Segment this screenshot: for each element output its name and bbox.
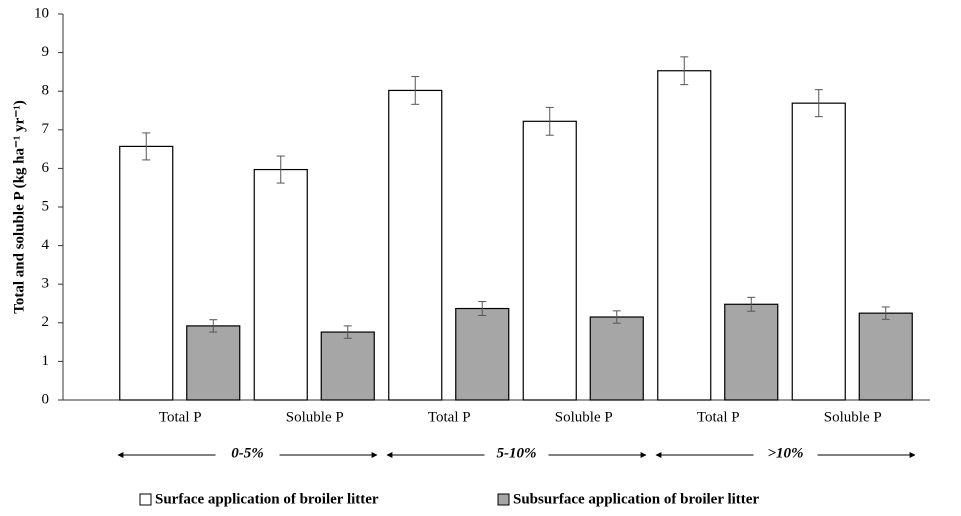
bar: [522, 120, 577, 401]
bar: [724, 303, 779, 401]
x-tick-label: Soluble P: [286, 409, 344, 425]
legend-swatch: [497, 493, 510, 506]
y-tick-label: 4: [42, 237, 50, 253]
error-bar: [343, 325, 352, 339]
y-axis-label: Total and soluble P (kg ha⁻¹ yr⁻¹): [11, 100, 27, 314]
bar: [253, 168, 308, 401]
y-tick-label: 2: [42, 314, 50, 330]
y-tick-label: 1: [42, 353, 50, 369]
error-bar: [209, 319, 218, 333]
y-tick-label: 3: [42, 276, 50, 292]
bar: [791, 102, 846, 401]
y-tick-label: 8: [42, 83, 50, 99]
x-tick-label: Total P: [697, 409, 740, 425]
x-tick-label: Total P: [159, 409, 202, 425]
group-label: >10%: [767, 445, 803, 461]
bar: [320, 331, 375, 401]
y-tick-label: 5: [42, 198, 50, 214]
error-bar: [142, 132, 151, 161]
y-tick-label: 7: [42, 121, 50, 137]
group-label: 5-10%: [497, 445, 537, 461]
legend-label: Subsurface application of broiler litter: [513, 491, 759, 507]
y-tick-label: 10: [34, 5, 49, 21]
legend-label: Surface application of broiler litter: [155, 491, 379, 507]
legend-swatch: [139, 493, 152, 506]
y-tick-label: 9: [42, 44, 50, 60]
error-bar: [545, 106, 554, 136]
bar: [589, 316, 644, 401]
bar: [186, 325, 241, 401]
error-bar: [814, 89, 823, 118]
error-bar: [680, 56, 689, 86]
bar: [119, 145, 174, 401]
x-tick-label: Soluble P: [555, 409, 613, 425]
error-bar: [411, 76, 420, 105]
bar: [657, 70, 712, 401]
error-bar: [747, 296, 756, 312]
group-label: 0-5%: [231, 445, 264, 461]
error-bar: [276, 155, 285, 184]
y-tick-label: 6: [42, 160, 50, 176]
x-tick-label: Soluble P: [824, 409, 882, 425]
error-bar: [478, 301, 487, 316]
x-tick-label: Total P: [428, 409, 471, 425]
y-tick-label: 0: [42, 391, 50, 407]
error-bar: [612, 310, 621, 324]
bar: [388, 89, 443, 401]
error-bar: [881, 306, 890, 320]
bar: [455, 307, 510, 401]
bar: [858, 312, 913, 401]
